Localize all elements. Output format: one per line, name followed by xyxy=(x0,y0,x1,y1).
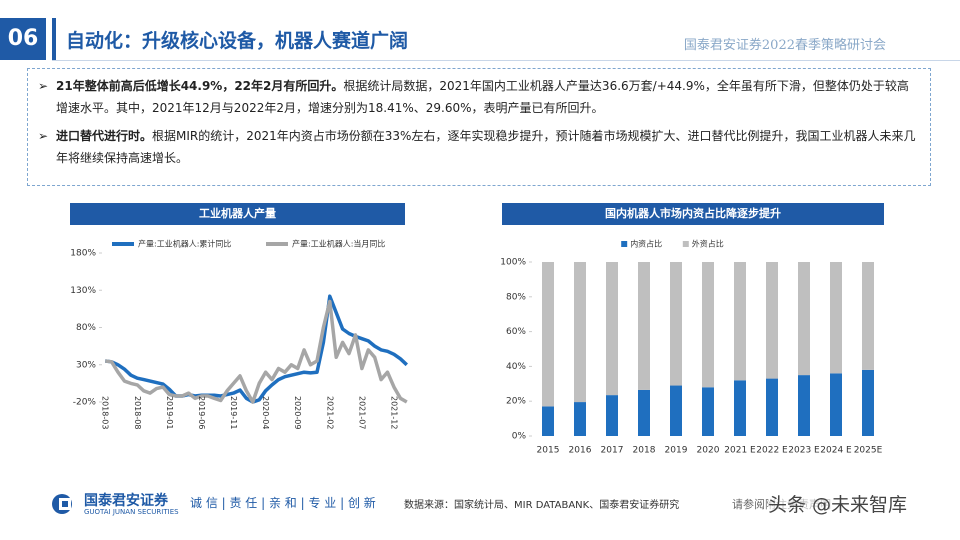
x-tick-label: 2018-08 xyxy=(133,396,142,429)
y-tick-label: 80% xyxy=(76,323,96,333)
x-tick-label: 2021-12 xyxy=(389,396,398,429)
stripe xyxy=(52,18,56,60)
event-name: 国泰君安证券2022春季策略研讨会 xyxy=(683,38,886,53)
bar xyxy=(830,262,842,374)
x-tick-label: 2019-06 xyxy=(197,396,206,429)
x-tick-label: 2025E xyxy=(854,446,883,456)
x-tick-label: 2021 E xyxy=(724,446,756,456)
x-tick-label: 2021-02 xyxy=(325,396,334,429)
bar xyxy=(830,373,842,436)
y-tick-label: 0% xyxy=(512,432,527,442)
bullet-text: 根据MIR的统计，2021年内资占市场份额在33%左右，逐年实现稳步提升，预计随… xyxy=(56,129,916,165)
bullet-text: 根据统计局数据，2021年国内工业机器人产量达36.6万套/+44.9%，全年虽… xyxy=(56,79,909,115)
x-tick-label: 2019-11 xyxy=(229,396,238,429)
chart-title-bg xyxy=(502,203,884,225)
company-en: GUOTAI JUNAN SECURITIES xyxy=(84,508,179,516)
legend-label: 内资占比 xyxy=(630,239,662,249)
bar xyxy=(798,375,810,436)
x-tick-label: 2023 E xyxy=(788,446,820,456)
bar xyxy=(766,378,778,436)
y-tick-label: 130% xyxy=(70,286,96,296)
bar xyxy=(638,389,650,436)
x-tick-label: 2019-01 xyxy=(165,396,174,429)
bar xyxy=(734,262,746,381)
legend-swatch xyxy=(621,241,628,247)
chart-title: 工业机器人产量 xyxy=(199,206,276,220)
y-tick-label: 80% xyxy=(506,292,526,302)
bar xyxy=(862,262,874,370)
bar xyxy=(670,385,682,436)
x-tick-label: 2015 xyxy=(537,446,560,456)
line xyxy=(104,299,408,404)
header-line xyxy=(52,60,960,61)
bar xyxy=(798,262,810,376)
bar xyxy=(606,395,618,436)
x-tick-label: 2020-04 xyxy=(261,396,270,429)
x-tick-label: 2017 xyxy=(601,446,624,456)
line xyxy=(104,294,408,404)
bullet: 进口替代进行时。根据MIR的统计，2021年内资占市场份额在33%左右，逐年实现… xyxy=(38,125,920,169)
footer: 国泰君安证券 GUOTAI JUNAN SECURITIES 诚 信 | 责 任… xyxy=(0,484,960,524)
bar xyxy=(702,387,714,436)
y-tick-label: 20% xyxy=(506,397,526,407)
bullet-bold: 21年整体前高后低增长44.9%，22年2月有所回升。 xyxy=(56,79,344,93)
y-tick-label: 40% xyxy=(506,362,526,372)
y-tick-label: 60% xyxy=(506,327,526,337)
x-tick-label: 2019 xyxy=(665,446,688,456)
legend-label: 产量:工业机器人:当月同比 xyxy=(292,239,385,249)
y-tick-label: -20% xyxy=(73,398,97,408)
x-tick-label: 2020 xyxy=(697,446,720,456)
x-tick-label: 2024 E xyxy=(820,446,852,456)
chart-title-bg xyxy=(70,203,405,225)
bar xyxy=(606,262,618,396)
y-tick-label: 180% xyxy=(70,249,96,259)
bullet: 21年整体前高后低增长44.9%，22年2月有所回升。根据统计局数据，2021年… xyxy=(38,75,920,119)
bullet-box: 21年整体前高后低增长44.9%，22年2月有所回升。根据统计局数据，2021年… xyxy=(27,68,931,186)
bar xyxy=(766,262,778,379)
bar xyxy=(542,262,554,407)
legend-label: 产量:工业机器人:累计同比 xyxy=(138,239,231,249)
source: 数据来源：国家统计局、MIR DATABANK、国泰君安证券研究 xyxy=(404,500,680,511)
legend-swatch xyxy=(682,241,689,247)
section-number: 06 xyxy=(0,18,46,60)
bullet-bold: 进口替代进行时。 xyxy=(56,129,153,143)
chart-title: 国内机器人市场内资占比降逐步提升 xyxy=(605,206,781,220)
bar xyxy=(670,262,682,386)
y-tick-label: 100% xyxy=(500,258,526,268)
logo xyxy=(52,494,72,514)
bar xyxy=(702,262,714,388)
bar xyxy=(574,262,586,403)
company: 国泰君安证券 xyxy=(84,493,168,509)
legend-label: 外资占比 xyxy=(692,239,724,249)
bar xyxy=(734,380,746,436)
bar xyxy=(638,262,650,390)
bar xyxy=(574,402,586,436)
x-tick-label: 2022 E xyxy=(756,446,788,456)
bar xyxy=(862,369,874,436)
x-tick-label: 2018-03 xyxy=(101,396,110,429)
bar xyxy=(542,406,554,436)
x-tick-label: 2020-09 xyxy=(293,396,302,429)
y-tick-label: 30% xyxy=(76,360,96,370)
watermark: 头条 @未来智库 xyxy=(768,490,908,517)
slide-title: 自动化：升级核心设备，机器人赛道广阔 xyxy=(66,30,409,52)
x-tick-label: 2016 xyxy=(569,446,592,456)
x-tick-label: 2018 xyxy=(633,446,656,456)
x-tick-label: 2021-07 xyxy=(357,396,366,429)
motto: 诚 信 | 责 任 | 亲 和 | 专 业 | 创 新 xyxy=(190,496,376,510)
